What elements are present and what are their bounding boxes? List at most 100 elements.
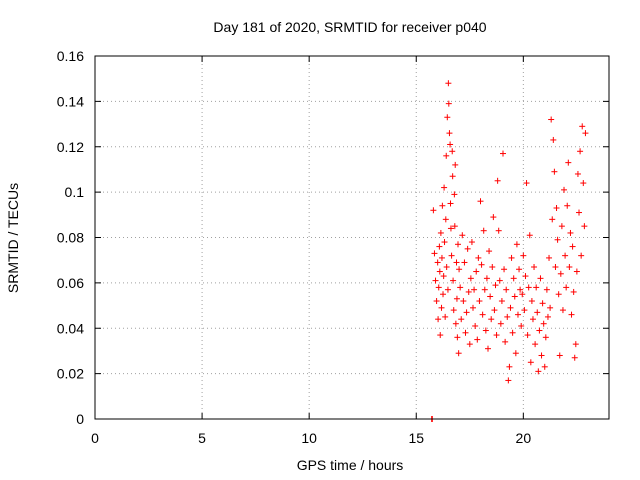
data-point [523,180,530,187]
data-point [495,227,502,234]
data-point [466,341,473,348]
data-point [503,286,510,293]
data-point [571,354,578,361]
data-point [499,150,506,157]
data-point [455,350,462,357]
data-point [566,263,573,270]
data-point [433,298,440,305]
data-point [517,286,524,293]
data-point [524,332,531,339]
grid [95,56,609,419]
data-point [482,327,489,334]
y-tick-label: 0.04 [57,320,84,336]
data-point [508,254,515,261]
data-points [428,80,589,422]
data-point [471,286,478,293]
data-point [478,261,485,268]
data-point [435,316,442,323]
data-point [449,148,456,155]
data-point [435,284,442,291]
y-tick-label: 0.14 [57,93,84,109]
data-point [467,275,474,282]
data-point [450,277,457,284]
y-tick-label: 0.12 [57,139,84,155]
data-point [442,313,449,320]
data-point [447,200,454,207]
data-point [464,245,471,252]
data-point [544,313,551,320]
data-point [504,313,511,320]
data-point [543,286,550,293]
data-point [528,298,535,305]
data-point [449,173,456,180]
data-point [497,320,504,327]
data-point [502,338,509,345]
data-point [438,254,445,261]
data-point [434,259,441,266]
y-tick-label: 0.08 [57,230,84,246]
data-point [489,263,496,270]
data-point [547,304,554,311]
data-point [439,202,446,209]
data-point [432,277,439,284]
data-point [552,263,559,270]
data-point [556,352,563,359]
data-point [579,123,586,130]
data-point [453,295,460,302]
x-tick-label: 20 [516,430,532,446]
axis-ticks: 0 0.02 0.04 0.06 0.08 0.1 0.12 0.14 0.16 0 5 10 15 20 [57,48,609,446]
data-point [521,307,528,314]
x-tick-label: 10 [301,430,317,446]
data-point [546,254,553,261]
data-point [443,152,450,159]
data-point [506,363,513,370]
data-point [490,214,497,221]
data-point [473,268,480,275]
data-point [582,130,589,137]
data-point [476,298,483,305]
data-point [461,259,468,266]
data-point [518,322,525,329]
data-point [568,311,575,318]
data-point [576,209,583,216]
data-point [533,284,540,291]
data-point [551,168,558,175]
data-point [491,307,498,314]
data-point [558,223,565,230]
x-tick-label: 5 [198,430,206,446]
data-point [470,304,477,311]
data-point [537,275,544,282]
data-point [445,80,452,87]
data-point [519,291,526,298]
data-point [477,198,484,205]
data-point [507,304,514,311]
data-point [459,232,466,239]
data-point [463,309,470,316]
data-point [460,298,467,305]
data-point [513,241,520,248]
data-point [567,229,574,236]
data-point [437,229,444,236]
data-point [436,268,443,275]
data-point [451,191,458,198]
data-point [496,277,503,284]
data-point [472,322,479,329]
data-point [444,114,451,121]
data-point [564,202,571,209]
data-point [445,100,452,107]
data-point [509,329,516,336]
x-tick-label: 15 [408,430,424,446]
data-point [526,232,533,239]
data-point [486,248,493,255]
data-point [548,116,555,123]
y-tick-label: 0.02 [57,366,84,382]
data-point [550,136,557,143]
data-point [455,241,462,248]
data-point [531,263,538,270]
data-point [431,250,438,257]
data-point [501,266,508,273]
data-point [437,332,444,339]
data-point [480,227,487,234]
data-point [542,334,549,341]
